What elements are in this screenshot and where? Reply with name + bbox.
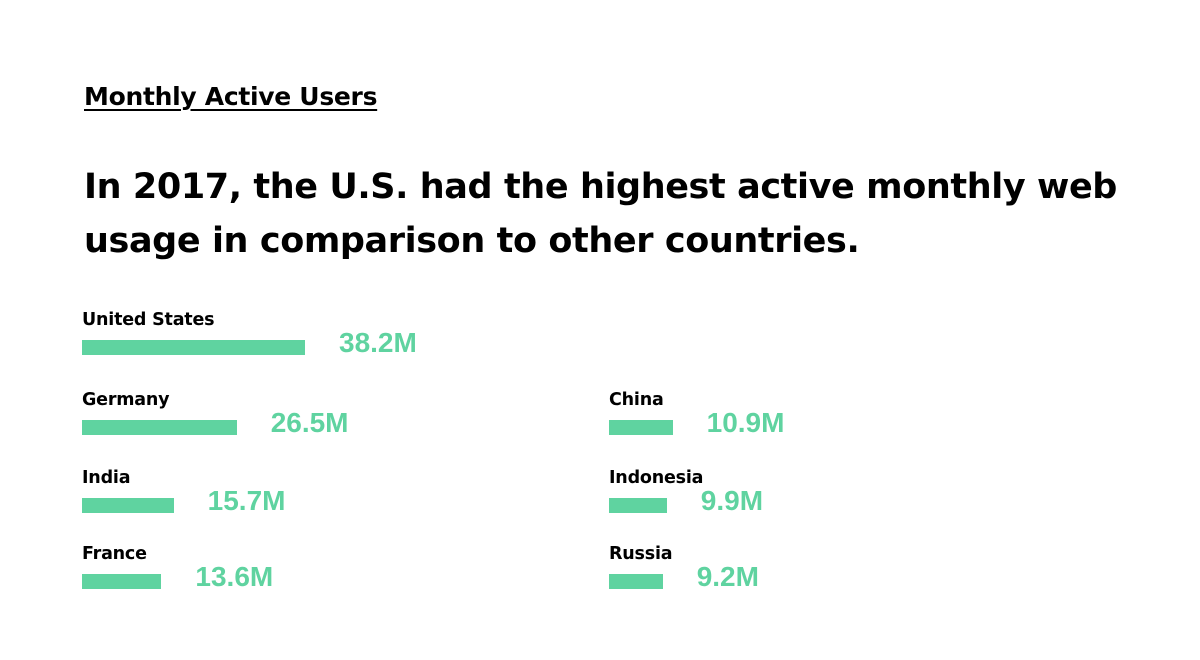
bar (609, 574, 663, 589)
bar-category-label: France (82, 544, 147, 564)
bar (609, 420, 673, 435)
bar (82, 574, 162, 589)
bar-category-label: China (609, 390, 664, 410)
bar-category-label: United States (82, 310, 215, 330)
bar (82, 420, 237, 435)
bar (82, 340, 305, 355)
bar-value-label: 13.6M (195, 561, 274, 592)
bar-value-label: 10.9M (706, 407, 785, 438)
bar-value-label: 9.9M (700, 485, 764, 516)
bar-value-label: 9.2M (696, 561, 759, 592)
bar-category-label: India (82, 468, 131, 488)
bar-category-label: Germany (82, 390, 170, 410)
bar-category-label: Russia (609, 544, 673, 564)
chart-headline: In 2017, the U.S. had the highest active… (84, 167, 1117, 261)
bar-value-label: 38.2M (339, 327, 417, 358)
chart-kicker-title: Monthly Active Users (84, 82, 378, 111)
bar-value-label: 15.7M (207, 485, 286, 516)
bar (609, 498, 667, 513)
bar-category-label: Indonesia (609, 468, 704, 488)
bar (82, 498, 174, 513)
bar-value-label: 26.5M (270, 407, 349, 438)
